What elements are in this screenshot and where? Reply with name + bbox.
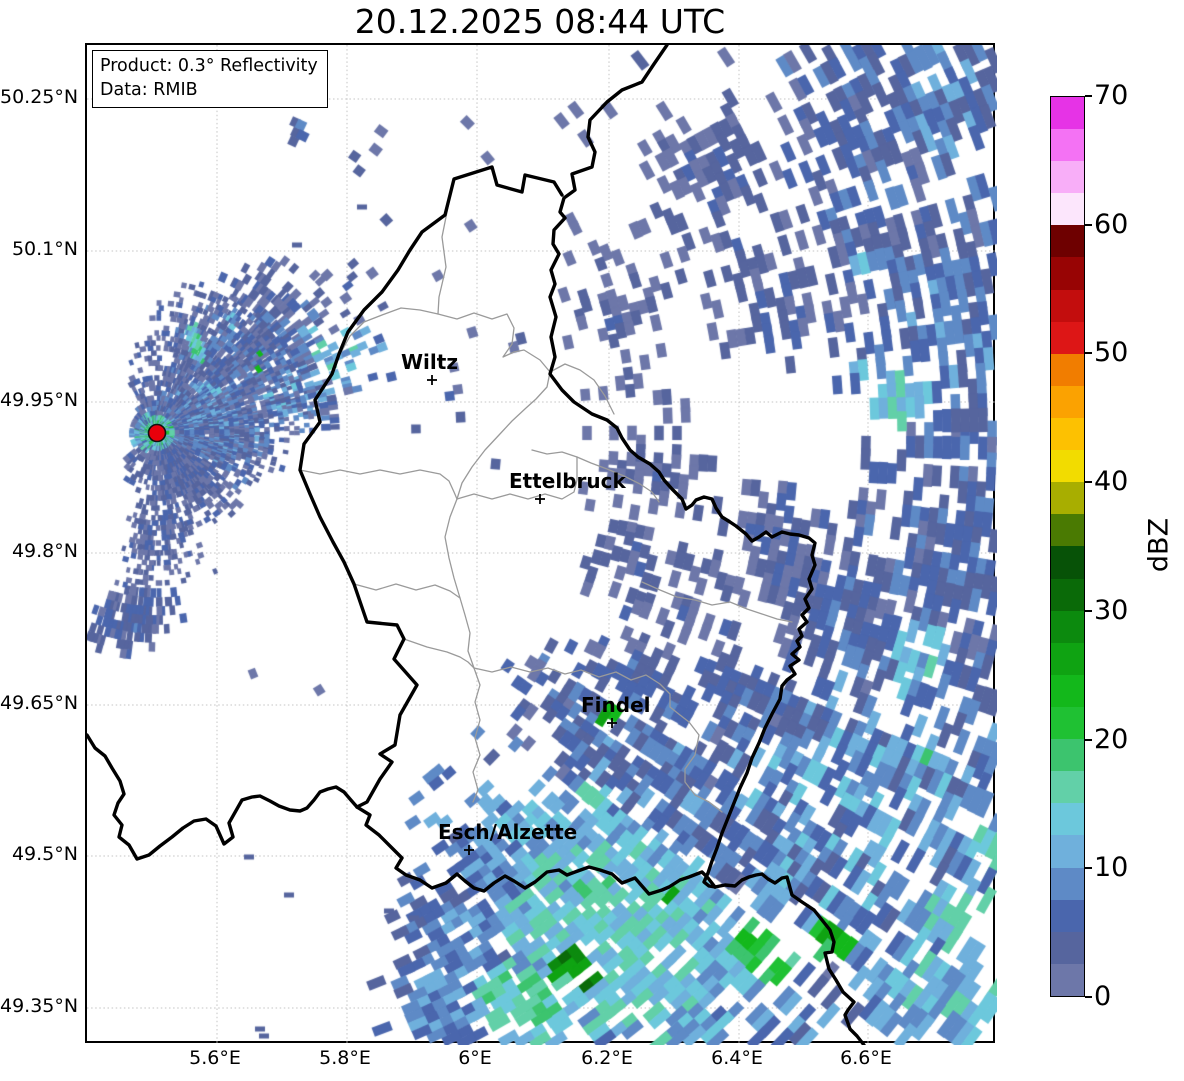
radar-map: Product: 0.3° Reflectivity Data: RMIB Wi…: [85, 43, 997, 1045]
colorbar-axis-label: dBZ: [1143, 517, 1175, 573]
colorbar-band: [1051, 546, 1084, 579]
colorbar-band: [1051, 450, 1084, 483]
colorbar-tick-label: 60: [1094, 208, 1129, 240]
map-borders: [87, 45, 866, 1045]
colorbar-band: [1051, 835, 1084, 868]
dbz-colorbar: [1050, 96, 1085, 997]
colorbar-band: [1051, 289, 1084, 322]
colorbar-band: [1051, 225, 1084, 258]
colorbar-band: [1051, 96, 1084, 130]
colorbar-band: [1051, 707, 1084, 740]
colorbar-tick-label: 50: [1094, 337, 1129, 369]
colorbar-band: [1051, 739, 1084, 772]
lat-tick-label: 49.35°N: [0, 995, 79, 1017]
lat-tick-label: 49.95°N: [0, 389, 79, 411]
colorbar-tickmark: [1085, 738, 1092, 741]
colorbar-band: [1051, 418, 1084, 451]
city-marker-icon: [427, 375, 437, 385]
colorbar-band: [1051, 963, 1084, 996]
city-marker-icon: [464, 845, 474, 855]
city-label: Findel: [581, 693, 651, 717]
colorbar-band: [1051, 321, 1084, 354]
colorbar-band: [1051, 514, 1084, 547]
colorbar-band: [1051, 867, 1084, 900]
colorbar-tickmark: [1085, 223, 1092, 226]
colorbar-band: [1051, 353, 1084, 386]
colorbar-band: [1051, 771, 1084, 804]
lon-tick-label: 5.8°E: [319, 1047, 371, 1069]
colorbar-band: [1051, 257, 1084, 290]
colorbar-band: [1051, 129, 1084, 162]
colorbar-band: [1051, 899, 1084, 932]
colorbar-band: [1051, 674, 1084, 708]
lat-tick-label: 49.8°N: [11, 540, 78, 562]
colorbar-band: [1051, 161, 1084, 194]
radar-site-dot: [147, 423, 167, 443]
lon-tick-label: 6.2°E: [581, 1047, 633, 1069]
colorbar-band: [1051, 931, 1084, 964]
city-marker-icon: [535, 494, 545, 504]
colorbar-tick-label: 40: [1094, 466, 1129, 498]
city-marker-icon: [607, 718, 617, 728]
city-labels-layer: Wiltz Ettelbruck Findel Esch/Alzette: [87, 45, 993, 1041]
colorbar-tickmark: [1085, 481, 1092, 484]
product-info-box: Product: 0.3° Reflectivity Data: RMIB: [92, 50, 328, 108]
colorbar-tickmark: [1085, 95, 1092, 97]
colorbar-tickmark: [1085, 867, 1092, 870]
colorbar-band: [1051, 193, 1084, 226]
city-label: Ettelbruck: [509, 469, 626, 493]
colorbar-band: [1051, 803, 1084, 836]
lon-tick-label: 6.6°E: [840, 1047, 892, 1069]
page-title: 20.12.2025 08:44 UTC: [354, 2, 726, 41]
colorbar-tick-label: 10: [1094, 852, 1129, 884]
colorbar-tick-label: 30: [1094, 594, 1129, 626]
lat-tick-label: 49.65°N: [0, 692, 79, 714]
product-line: Product: 0.3° Reflectivity: [100, 56, 318, 76]
colorbar-band: [1051, 385, 1084, 419]
colorbar-tickmark: [1085, 609, 1092, 612]
lat-tick-label: 49.5°N: [11, 843, 78, 865]
lon-tick-label: 6.4°E: [711, 1047, 763, 1069]
lon-tick-label: 6°E: [458, 1047, 492, 1069]
colorbar-band: [1051, 642, 1084, 675]
lat-tick-label: 50.25°N: [0, 86, 79, 108]
colorbar-band: [1051, 578, 1084, 611]
data-source-line: Data: RMIB: [100, 80, 198, 100]
city-label: Esch/Alzette: [438, 820, 578, 844]
colorbar-band: [1051, 610, 1084, 643]
lon-tick-label: 5.6°E: [189, 1047, 241, 1069]
colorbar-tickmark: [1085, 996, 1092, 998]
colorbar-tick-label: 20: [1094, 723, 1129, 755]
colorbar-band: [1051, 482, 1084, 515]
lat-tick-label: 50.1°N: [11, 238, 78, 260]
colorbar-tickmark: [1085, 352, 1092, 355]
city-label: Wiltz: [401, 350, 458, 374]
colorbar-tick-label: 0: [1094, 981, 1112, 1012]
colorbar-tick-label: 70: [1094, 80, 1129, 111]
